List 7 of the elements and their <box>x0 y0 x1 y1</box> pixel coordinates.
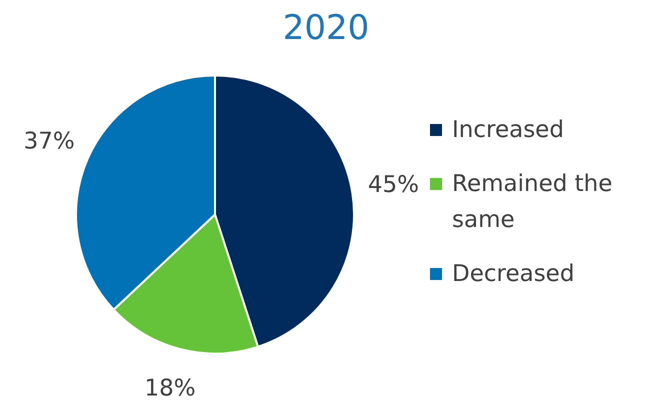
data-label: 45% <box>368 172 420 198</box>
data-label: 18% <box>144 375 196 402</box>
data-label: 37% <box>24 128 75 155</box>
legend-label: Decreased <box>452 260 574 289</box>
legend-label: Increased <box>452 116 564 145</box>
chart-title: 2020 <box>282 8 370 48</box>
legend-label: Remained the same <box>452 170 614 235</box>
